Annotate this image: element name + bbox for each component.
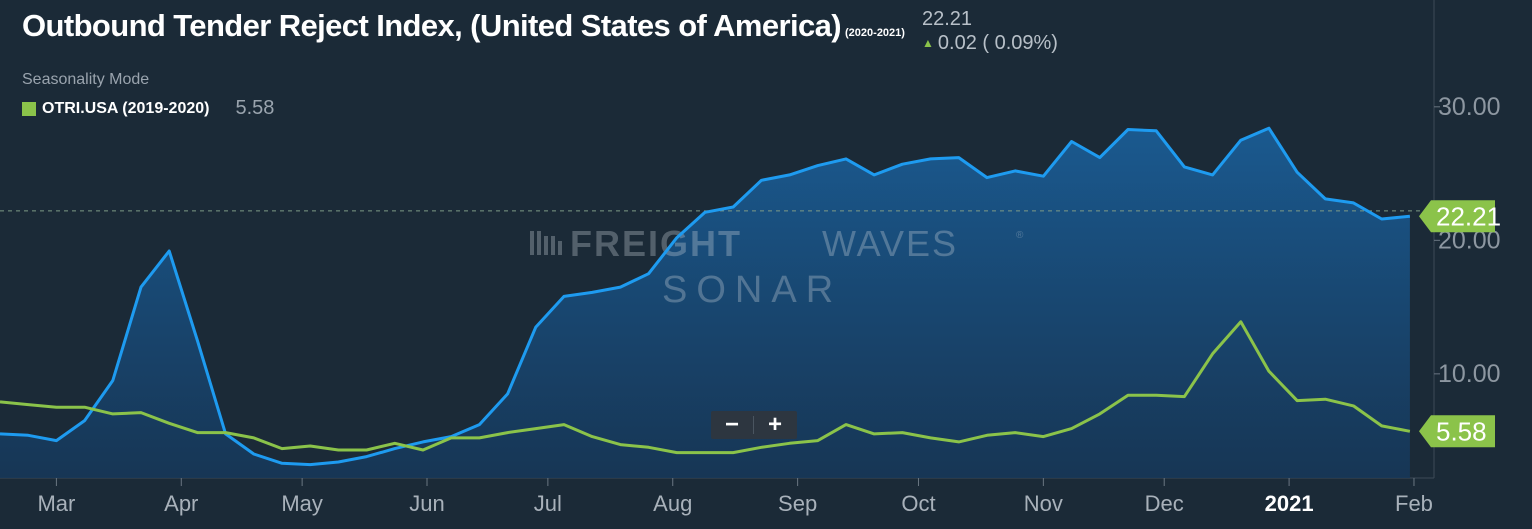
x-tick-label: Oct xyxy=(901,491,935,516)
title-date-range: (2020-2021) xyxy=(845,27,905,39)
x-tick-label: Sep xyxy=(778,491,817,516)
legend-swatch xyxy=(22,101,36,116)
x-tick-label: Feb xyxy=(1395,491,1433,516)
end-label-text: 5.58 xyxy=(1436,416,1487,446)
series-1-end-label: 5.58 xyxy=(1419,415,1495,448)
watermark-freight: FREIGHT xyxy=(570,223,742,264)
freightwaves-sonar-watermark: FREIGHT WAVES ® SONAR xyxy=(530,223,1024,311)
x-tick-label: Jun xyxy=(409,491,444,516)
x-tick-label: 2021 xyxy=(1265,491,1314,516)
value-change: ▲ 0.02 ( 0.09%) xyxy=(922,32,1058,55)
watermark-sonar: SONAR xyxy=(662,269,842,311)
zoom-out-button[interactable]: − xyxy=(724,411,739,438)
change-text: 0.02 ( 0.09%) xyxy=(937,32,1058,54)
x-tick-label: Dec xyxy=(1145,491,1184,516)
series-0-area xyxy=(0,128,1410,478)
legend-series-name: OTRI.USA (2019-2020) xyxy=(42,99,210,117)
zoom-separator xyxy=(753,416,754,434)
x-tick-label: Aug xyxy=(653,491,692,516)
end-label-text: 22.21 xyxy=(1436,201,1501,231)
current-value: 22.21 xyxy=(922,8,973,30)
x-tick-label: Apr xyxy=(164,491,198,516)
legend-series-value: 5.58 xyxy=(235,97,275,119)
series-0-line xyxy=(0,126,1411,467)
end-label-tag xyxy=(1419,200,1495,233)
x-tick-label: Nov xyxy=(1024,491,1063,516)
x-tick-label: May xyxy=(281,491,323,516)
up-arrow-icon: ▲ xyxy=(922,36,934,50)
seasonality-mode-label: Seasonality Mode xyxy=(22,71,150,88)
x-tick-label: Mar xyxy=(37,491,75,516)
watermark-logo-icon xyxy=(530,231,562,255)
end-label-tag xyxy=(1419,415,1495,448)
x-tick-label: Jul xyxy=(534,491,562,516)
series-1-line xyxy=(0,320,1411,455)
series-0-end-label: 22.21 xyxy=(1419,200,1501,233)
chart-title-block: Outbound Tender Reject Index, (United St… xyxy=(22,8,905,44)
zoom-controls: − + xyxy=(711,411,797,439)
zoom-in-button[interactable]: + xyxy=(767,411,782,438)
chart-title: Outbound Tender Reject Index, (United St… xyxy=(22,8,842,43)
watermark-registered: ® xyxy=(1016,230,1024,241)
watermark-waves: WAVES xyxy=(822,223,958,264)
legend-item[interactable]: OTRI.USA (2019-2020) 5.58 xyxy=(22,97,274,120)
y-tick-label: 10.00 xyxy=(1438,360,1501,388)
y-tick-label: 30.00 xyxy=(1438,93,1501,121)
